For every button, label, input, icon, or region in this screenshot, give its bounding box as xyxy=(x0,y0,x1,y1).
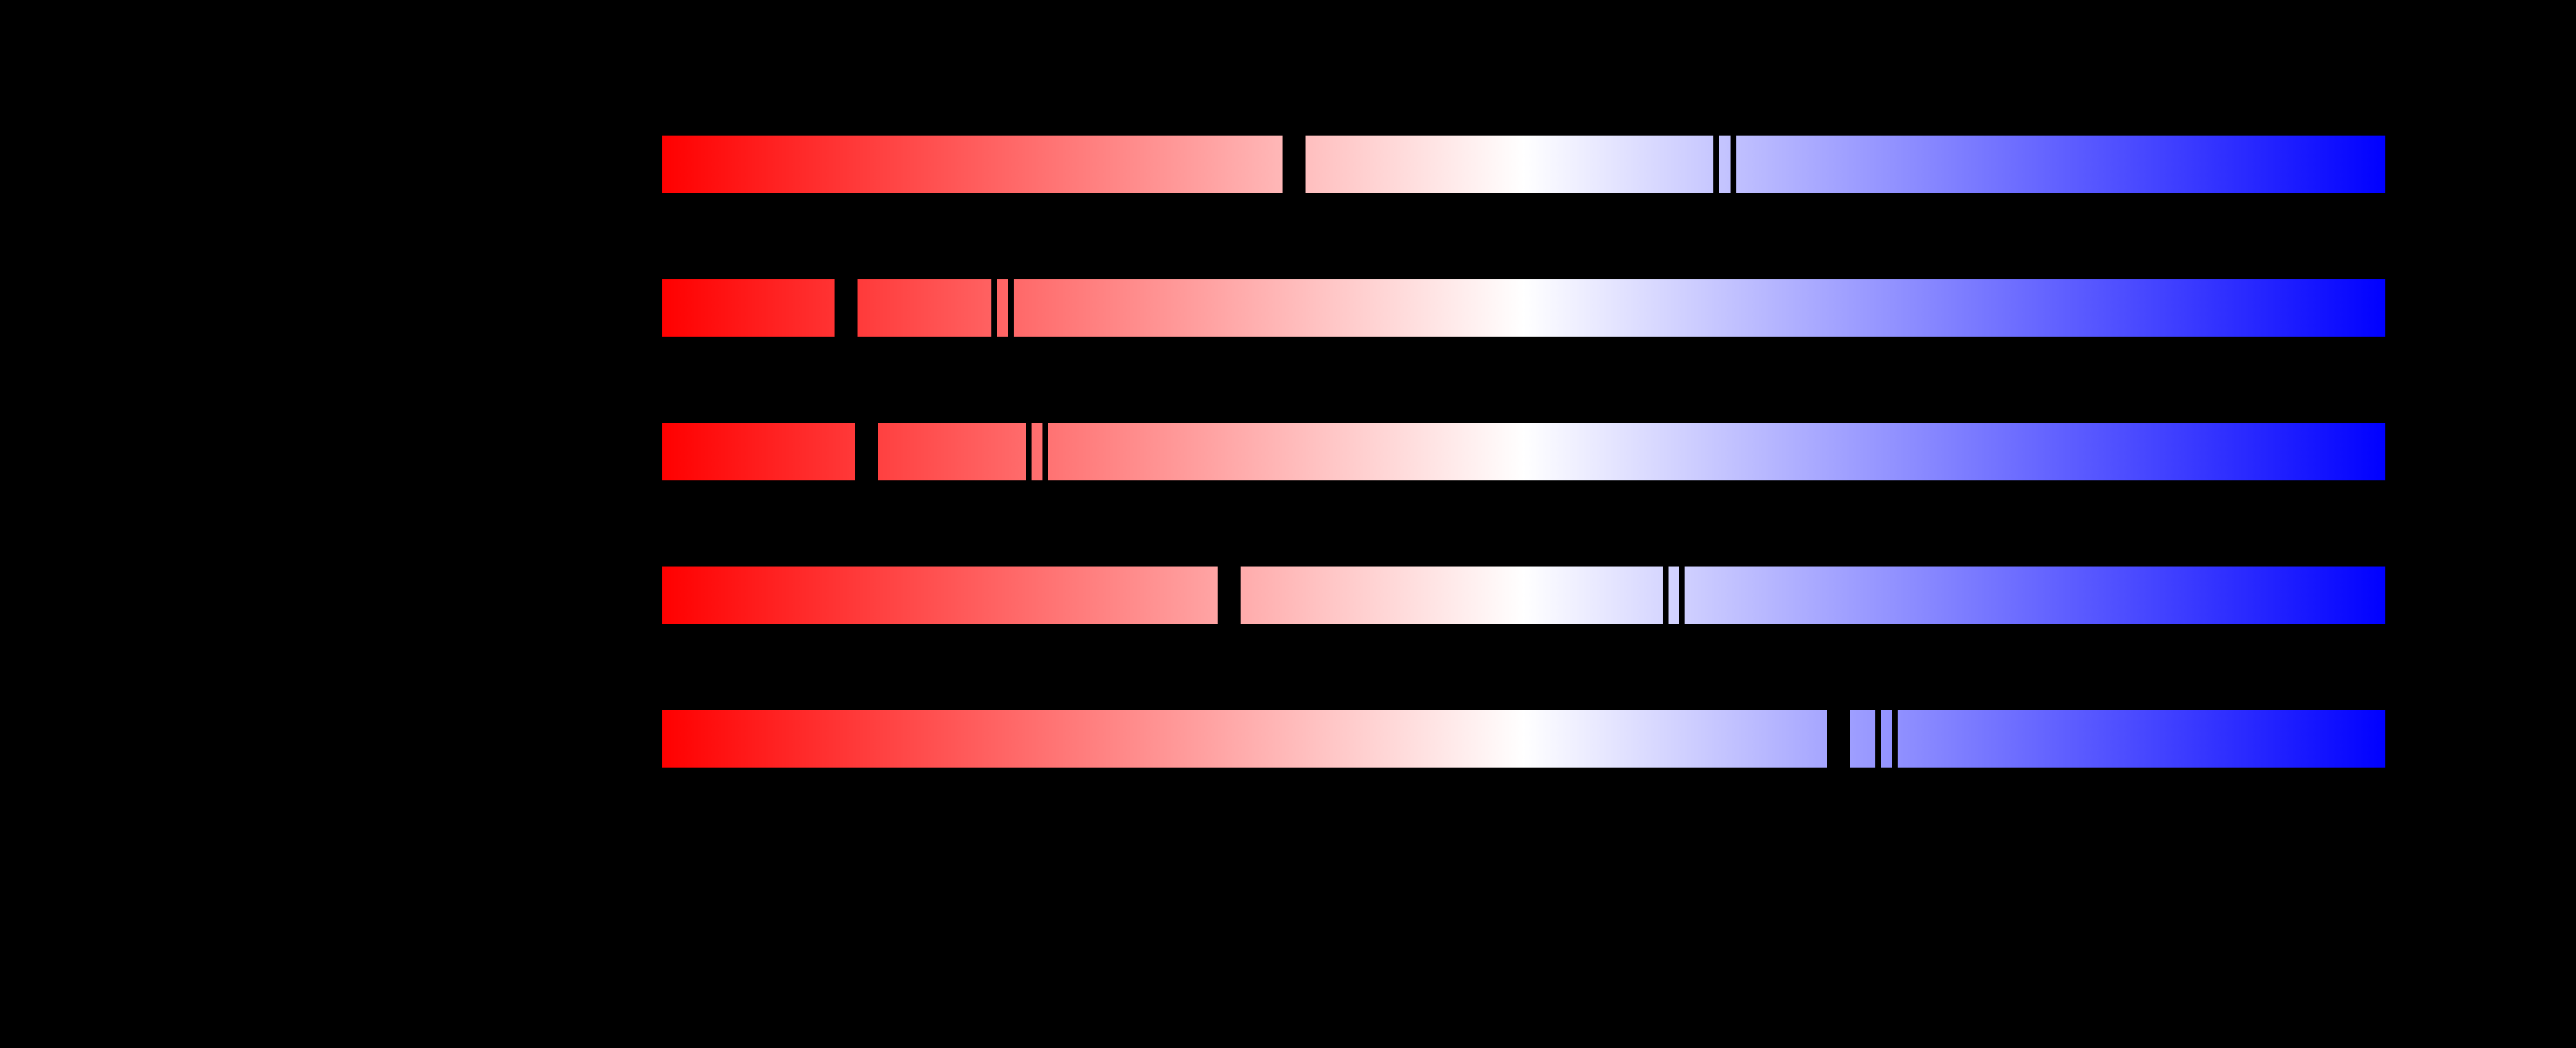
gradient-bar-row-2 xyxy=(662,279,2385,337)
thick-marker xyxy=(1283,136,1306,193)
gradient-bar-row-5 xyxy=(662,710,2385,768)
thin-marker-1 xyxy=(1662,567,1669,624)
thin-marker-1 xyxy=(1026,423,1032,480)
thick-marker xyxy=(855,423,879,480)
gradient-bar-row-4 xyxy=(662,567,2385,624)
thin-marker-1 xyxy=(991,279,998,337)
gradient-bar-row-1 xyxy=(662,136,2385,193)
thick-marker xyxy=(1827,710,1851,768)
thick-marker xyxy=(834,279,858,337)
thin-marker-2 xyxy=(1007,279,1014,337)
gradient-bar-row-3 xyxy=(662,423,2385,480)
thin-marker-2 xyxy=(1731,136,1737,193)
thin-marker-1 xyxy=(1875,710,1882,768)
thin-marker-2 xyxy=(1891,710,1898,768)
thick-marker xyxy=(1218,567,1241,624)
thin-marker-2 xyxy=(1042,423,1048,480)
thin-marker-2 xyxy=(1678,567,1685,624)
thin-marker-1 xyxy=(1713,136,1720,193)
